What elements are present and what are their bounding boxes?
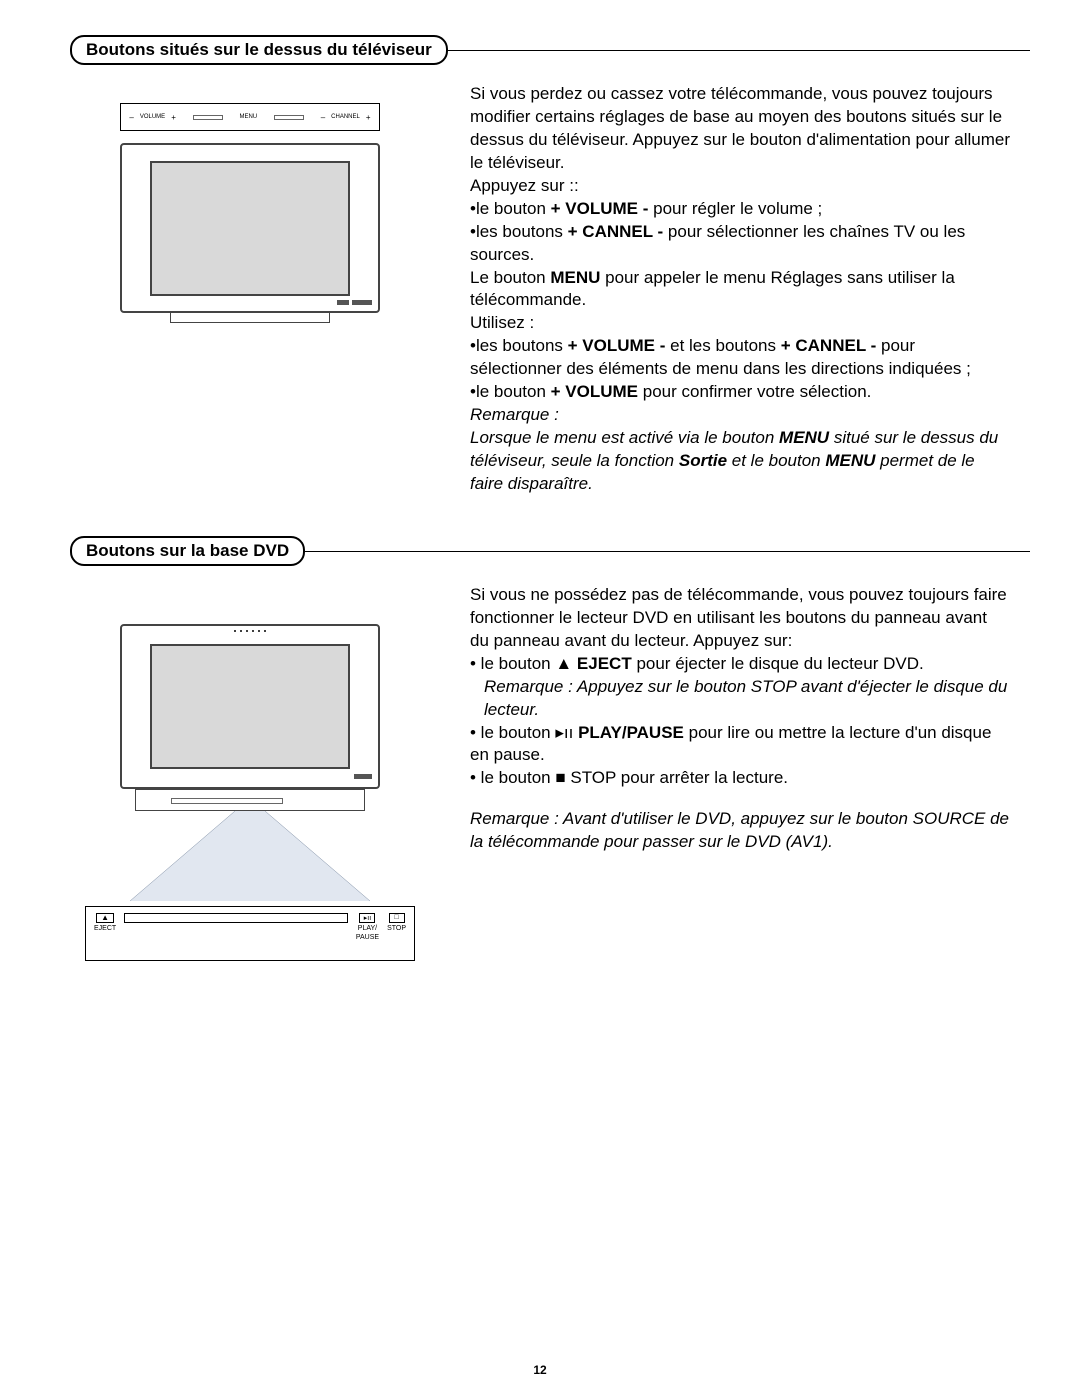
menu-line: Le bouton MENU pour appeler le menu Régl… bbox=[470, 267, 1010, 313]
projection-cone bbox=[120, 811, 380, 906]
plus-icon: + bbox=[366, 113, 371, 122]
tv2-screen bbox=[150, 644, 350, 769]
bullet-stop: • le bouton ■ STOP pour arrêter la lectu… bbox=[470, 767, 1010, 790]
utilisez: Utilisez : bbox=[470, 312, 1010, 335]
tv2-side-button bbox=[354, 774, 372, 779]
volume-label: VOLUME bbox=[140, 114, 165, 120]
top-button bbox=[193, 115, 223, 120]
eject-label: EJECT bbox=[94, 925, 116, 932]
play-label1: PLAY/ bbox=[358, 925, 377, 932]
para-intro: Si vous perdez ou cassez votre télécomma… bbox=[470, 83, 1010, 175]
bullet-channel: •les boutons + CANNEL - pour sélectionne… bbox=[470, 221, 1010, 267]
bullet-volume: •le bouton + VOLUME - pour régler le vol… bbox=[470, 198, 1010, 221]
tv2-body bbox=[120, 624, 380, 789]
disc-tray bbox=[124, 913, 348, 923]
section2-illustration: ▲ EJECT ▸ıı PLAY/ PAUSE □ STOP bbox=[70, 584, 430, 961]
section1-divider: Boutons situés sur le dessus du télévise… bbox=[70, 35, 1010, 65]
tv-screen bbox=[150, 161, 350, 296]
tv-stand bbox=[170, 313, 330, 323]
stop-label: STOP bbox=[387, 925, 406, 932]
para-intro-2: Si vous ne possédez pas de télécommande,… bbox=[470, 584, 1010, 653]
page-number: 12 bbox=[533, 1363, 546, 1377]
play-pause-icon: ▸ıı bbox=[555, 723, 573, 742]
section2-title: Boutons sur la base DVD bbox=[70, 536, 305, 566]
dvd-front-panel: ▲ EJECT ▸ıı PLAY/ PAUSE □ STOP bbox=[85, 906, 415, 961]
tv-body bbox=[120, 143, 380, 313]
note-label: Remarque : bbox=[470, 404, 1010, 427]
dvd-base bbox=[135, 789, 365, 811]
bullet-play: • le bouton ▸ıı PLAY/PAUSE pour lire ou … bbox=[470, 722, 1010, 768]
plus-icon: + bbox=[171, 113, 176, 122]
bullet-nav: •les boutons + VOLUME - et les boutons +… bbox=[470, 335, 1010, 381]
bullet-eject: • le bouton ▲ EJECT pour éjecter le disq… bbox=[470, 653, 1010, 676]
menu-label: MENU bbox=[239, 114, 257, 120]
stop-icon: ■ bbox=[555, 768, 565, 787]
play-col: ▸ıı PLAY/ PAUSE bbox=[356, 913, 379, 941]
channel-label: CHANNEL bbox=[331, 114, 360, 120]
tv-side-buttons bbox=[337, 300, 372, 305]
minus-icon: – bbox=[129, 113, 133, 122]
play-pause-button-icon: ▸ıı bbox=[359, 913, 375, 923]
eject-col: ▲ EJECT bbox=[94, 913, 116, 932]
minus-icon: – bbox=[321, 113, 325, 122]
section1-illustration: – VOLUME + MENU – CHANNEL + bbox=[70, 83, 430, 496]
section1-body: – VOLUME + MENU – CHANNEL + Si vous perd… bbox=[70, 83, 1010, 496]
note-body: Lorsque le menu est activé via le bouton… bbox=[470, 427, 1010, 496]
eject-note: Remarque : Appuyez sur le bouton STOP av… bbox=[484, 676, 1010, 722]
section2-text: Si vous ne possédez pas de télécommande,… bbox=[470, 584, 1010, 961]
top-button bbox=[274, 115, 304, 120]
eject-icon: ▲ bbox=[555, 654, 572, 673]
tv-top-panel: – VOLUME + MENU – CHANNEL + bbox=[120, 103, 380, 131]
bullet-confirm: •le bouton + VOLUME pour confirmer votre… bbox=[470, 381, 1010, 404]
eject-button-icon: ▲ bbox=[96, 913, 114, 923]
stop-col: □ STOP bbox=[387, 913, 406, 932]
source-note: Remarque : Avant d'utiliser le DVD, appu… bbox=[470, 808, 1010, 854]
stop-button-icon: □ bbox=[389, 913, 405, 923]
section2-body: ▲ EJECT ▸ıı PLAY/ PAUSE □ STOP Si vous n… bbox=[70, 584, 1010, 961]
section1-title: Boutons situés sur le dessus du télévise… bbox=[70, 35, 448, 65]
appuyez-sur: Appuyez sur :: bbox=[470, 175, 1010, 198]
speaker-dots bbox=[234, 630, 266, 632]
section2-divider: Boutons sur la base DVD bbox=[70, 536, 1010, 566]
play-label2: PAUSE bbox=[356, 934, 379, 941]
tv-with-dvd bbox=[120, 624, 380, 811]
section1-text: Si vous perdez ou cassez votre télécomma… bbox=[470, 83, 1010, 496]
